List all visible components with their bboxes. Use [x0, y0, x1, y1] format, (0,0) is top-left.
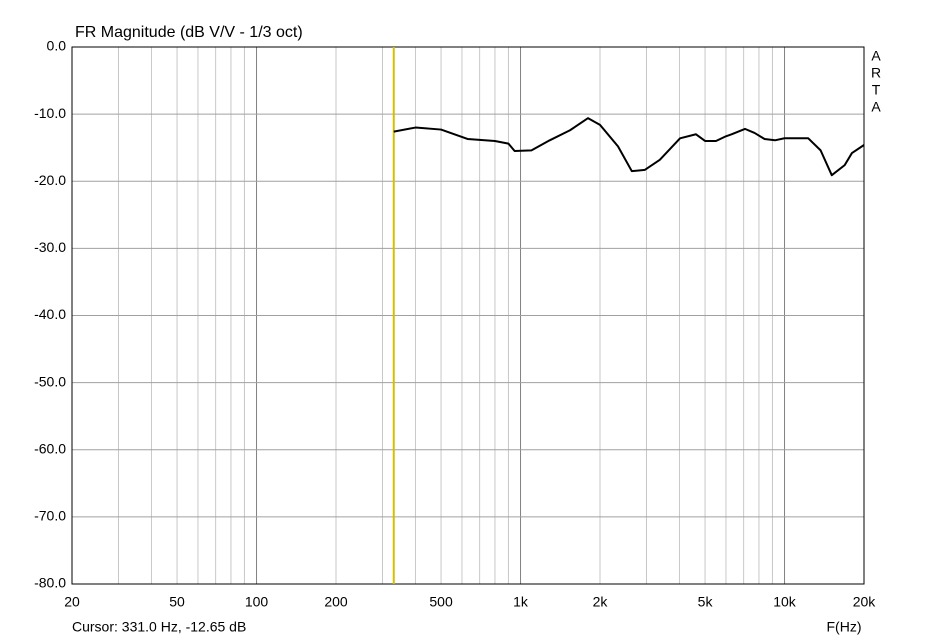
x-tick-label: 5k — [698, 594, 714, 610]
side-label: T — [872, 82, 881, 98]
y-tick-label: -30.0 — [34, 239, 66, 255]
x-tick-label: 20 — [64, 594, 80, 610]
y-tick-label: -20.0 — [34, 172, 66, 188]
side-label: R — [871, 65, 881, 81]
side-label: A — [871, 99, 881, 115]
y-tick-label: -40.0 — [34, 306, 66, 322]
y-tick-label: -70.0 — [34, 508, 66, 524]
side-label: A — [871, 48, 881, 64]
y-tick-label: -60.0 — [34, 440, 66, 456]
y-tick-label: -50.0 — [34, 373, 66, 389]
data-line — [393, 117, 865, 177]
chart-title: FR Magnitude (dB V/V - 1/3 oct) — [75, 24, 303, 41]
plot-frame — [71, 46, 865, 585]
y-tick-label: -80.0 — [34, 575, 66, 591]
x-tick-label: 20k — [853, 594, 877, 610]
y-tick-label: -10.0 — [34, 105, 66, 121]
x-tick-label: 100 — [245, 594, 269, 610]
y-tick-label: 0.0 — [47, 38, 67, 54]
x-tick-label: 2k — [593, 594, 609, 610]
cursor-readout: Cursor: 331.0 Hz, -12.65 dB — [72, 619, 246, 635]
x-tick-label: 200 — [324, 594, 348, 610]
x-axis-label: F(Hz) — [827, 619, 862, 635]
x-tick-label: 10k — [773, 594, 797, 610]
x-tick-label: 1k — [513, 594, 529, 610]
x-tick-label: 500 — [429, 594, 453, 610]
x-tick-label: 50 — [169, 594, 185, 610]
